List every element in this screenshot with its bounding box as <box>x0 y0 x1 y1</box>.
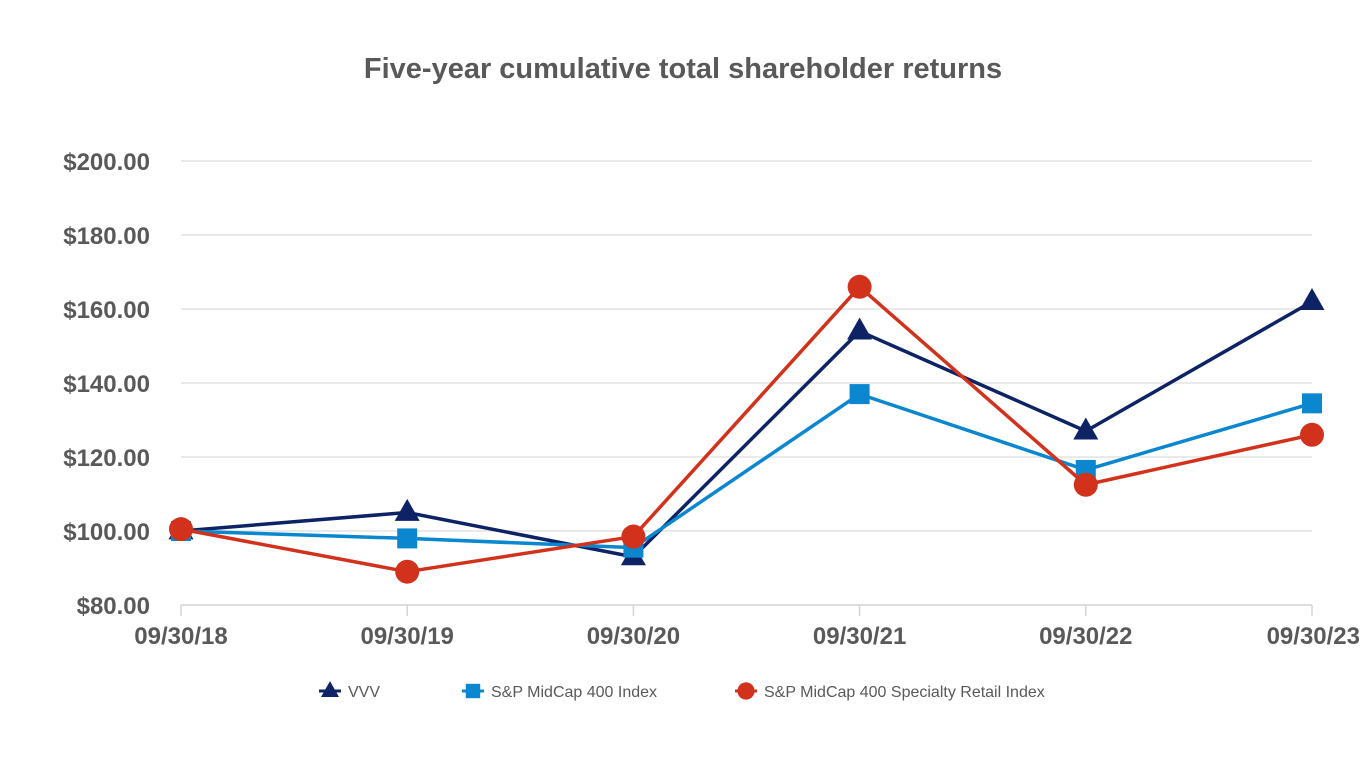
data-point-triangle <box>1299 287 1325 310</box>
x-tick-label: 09/30/20 <box>587 623 680 650</box>
legend: VVV S&P MidCap 400 Index S&P MidCap 400 Sp… <box>319 681 1045 701</box>
y-tick-label: $180.00 <box>63 223 150 250</box>
data-point-square <box>397 528 418 549</box>
x-axis-tick-labels: 09/30/18 09/30/19 09/30/20 09/30/21 09/30/22… <box>134 623 1360 650</box>
x-tick-label: 09/30/23 <box>1267 623 1360 650</box>
y-axis-tick-labels: $80.00 $100.00 $120.00 $140.00 $160.00 $180.0… <box>63 149 150 620</box>
data-point-square <box>465 683 481 699</box>
data-point-circle <box>395 559 420 584</box>
gridlines <box>181 160 1312 532</box>
series-group <box>168 274 1325 584</box>
series-line <box>180 392 1313 550</box>
data-point-circle <box>1073 472 1098 497</box>
data-point-circle <box>847 274 872 299</box>
legend-label: VVV <box>348 684 380 701</box>
data-point-square <box>1302 393 1322 414</box>
y-tick-label: $140.00 <box>63 371 150 398</box>
series-line <box>180 300 1313 559</box>
x-tick-label: 09/30/22 <box>1039 623 1132 650</box>
legend-label: S&P MidCap 400 Specialty Retail Index <box>764 684 1045 701</box>
chart-title: Five-year cumulative total shareholder r… <box>364 53 1002 85</box>
y-tick-label: $200.00 <box>63 149 150 176</box>
x-tick-label: 09/30/19 <box>360 623 453 650</box>
legend-item-3: S&P MidCap 400 Specialty Retail Index <box>735 682 1045 701</box>
data-point-square <box>849 384 870 405</box>
data-point-circle <box>169 517 193 542</box>
x-axis <box>180 604 1313 616</box>
data-point-triangle <box>394 498 420 521</box>
legend-item-1: VVV <box>319 681 380 701</box>
series-3 <box>169 274 1324 584</box>
y-tick-label: $160.00 <box>63 297 150 324</box>
data-point-circle <box>737 682 755 700</box>
y-tick-label: $80.00 <box>77 593 150 620</box>
legend-item-2: S&P MidCap 400 Index <box>462 683 657 701</box>
x-tick-label: 09/30/21 <box>813 623 906 650</box>
legend-label: S&P MidCap 400 Index <box>491 684 657 701</box>
data-point-triangle <box>847 317 873 340</box>
data-point-circle <box>621 524 646 549</box>
data-point-triangle <box>1073 417 1099 440</box>
series-line <box>180 285 1313 574</box>
y-tick-label: $100.00 <box>63 519 150 546</box>
x-tick-label: 09/30/18 <box>134 623 227 650</box>
data-point-circle <box>1300 422 1324 447</box>
y-tick-label: $120.00 <box>63 445 150 472</box>
series-1 <box>168 287 1325 566</box>
data-point-triangle <box>321 681 339 698</box>
